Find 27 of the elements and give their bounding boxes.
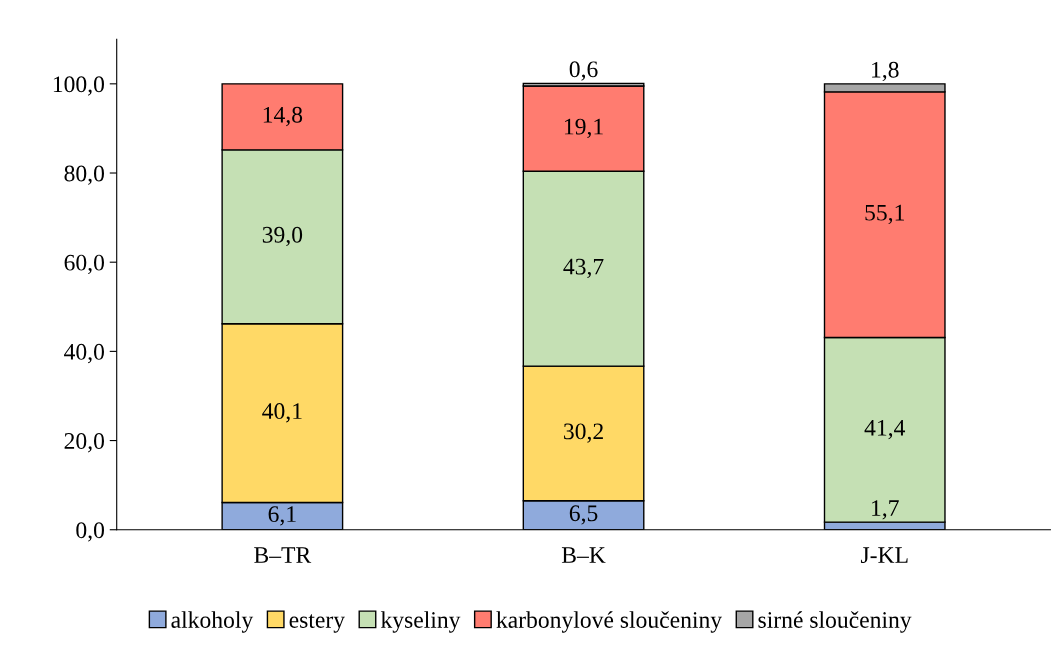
data-label: 41,4 (864, 419, 906, 440)
x-tick-label: B–TR (254, 547, 312, 563)
data-label: 14,8 (263, 106, 303, 127)
y-tick-label: 100,0 (53, 76, 104, 96)
legend-label: kyseliny (380, 611, 461, 633)
data-label: 1,7 (872, 500, 899, 520)
data-label: 6,5 (569, 505, 598, 525)
data-label: 55,1 (865, 204, 904, 225)
x-tick-label: J-KL (860, 547, 908, 564)
legend-label: alkoholy (171, 611, 254, 633)
x-tick-label: B–K (561, 547, 606, 563)
y-tick-label: 60,0 (64, 254, 104, 275)
data-label: 39,0 (262, 226, 303, 247)
y-tick-label: 20,0 (64, 433, 104, 453)
y-tick-label: 0,0 (76, 522, 104, 542)
legend-label: sirné sloučeniny (758, 611, 912, 633)
y-tick-label: 80,0 (64, 165, 104, 185)
data-label: 1,8 (872, 61, 899, 82)
data-label: 6,1 (268, 506, 296, 526)
data-label: 0,6 (569, 61, 598, 81)
legend-label: estery (289, 614, 345, 633)
data-label: 30,2 (564, 423, 603, 443)
data-label: 43,7 (563, 258, 604, 278)
legend-label: karbonylové sloučeniny (496, 611, 723, 633)
data-label: 19,1 (564, 118, 603, 138)
data-label: 40,1 (262, 403, 302, 423)
y-tick-label: 40,0 (64, 343, 104, 364)
